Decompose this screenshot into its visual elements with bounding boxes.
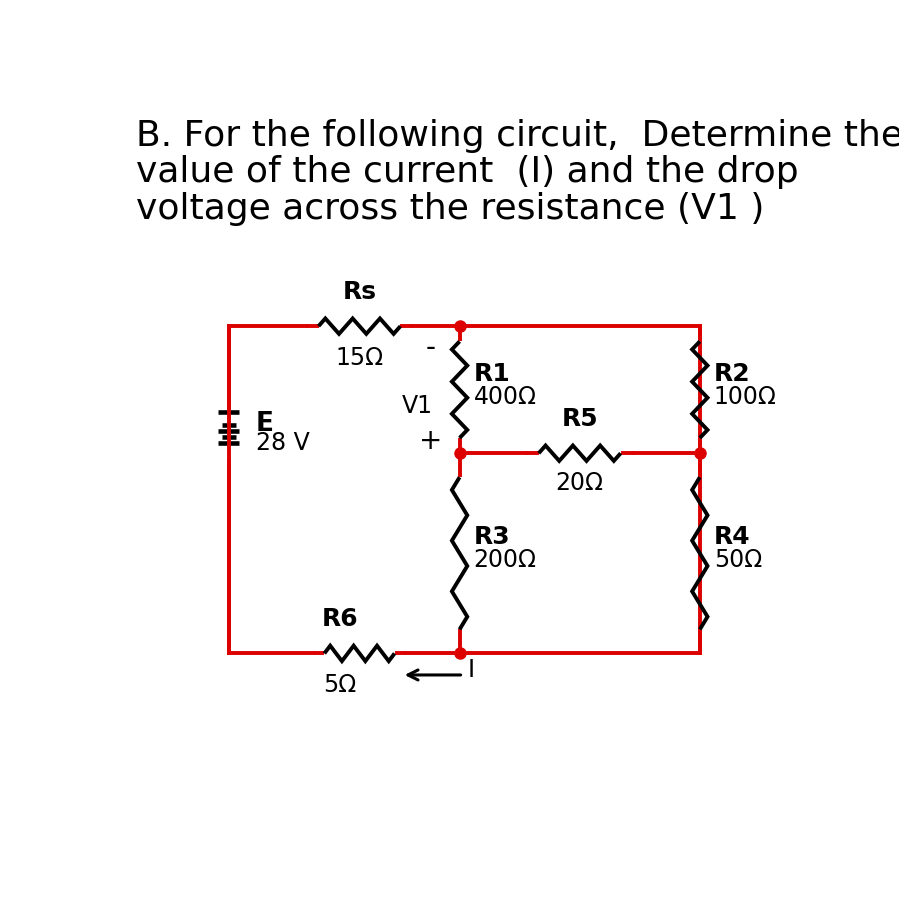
Text: R5: R5 — [561, 406, 598, 431]
Text: B. For the following circuit,  Determine the: B. For the following circuit, Determine … — [136, 119, 899, 154]
Text: R4: R4 — [714, 525, 751, 549]
Text: 28 V: 28 V — [255, 430, 309, 454]
Text: R6: R6 — [322, 607, 359, 630]
Text: 5Ω: 5Ω — [324, 672, 357, 696]
Text: R1: R1 — [474, 361, 511, 386]
Text: 50Ω: 50Ω — [714, 548, 762, 572]
Text: V1: V1 — [402, 394, 432, 417]
Text: 100Ω: 100Ω — [714, 385, 777, 408]
Text: 400Ω: 400Ω — [474, 385, 537, 408]
Text: value of the current  (I) and the drop: value of the current (I) and the drop — [136, 155, 799, 190]
Text: E: E — [255, 411, 273, 437]
Text: +: + — [420, 426, 443, 454]
Text: Rs: Rs — [343, 280, 377, 303]
Text: voltage across the resistance (V1 ): voltage across the resistance (V1 ) — [136, 191, 764, 226]
Text: I: I — [467, 657, 475, 681]
Text: 15Ω: 15Ω — [335, 345, 384, 369]
Text: 20Ω: 20Ω — [556, 470, 604, 495]
Text: -: - — [426, 334, 436, 362]
Text: 200Ω: 200Ω — [474, 548, 537, 572]
Text: R2: R2 — [714, 361, 751, 386]
Text: R3: R3 — [474, 525, 510, 549]
